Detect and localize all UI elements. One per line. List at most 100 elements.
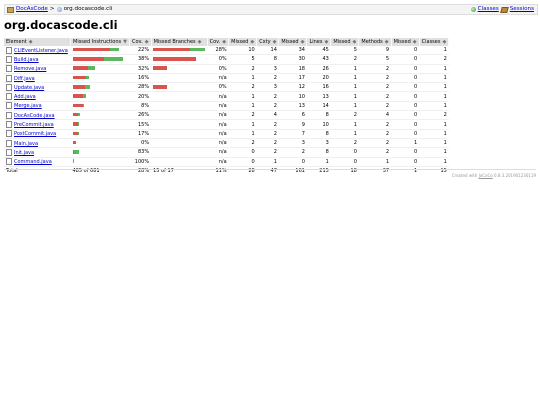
branches-coverage: n/a	[207, 101, 229, 112]
lines: 16	[306, 82, 331, 93]
covered-instructions-bar	[84, 85, 90, 89]
branches-coverage: n/a	[207, 138, 229, 149]
classes: 1	[419, 119, 449, 130]
missed-cxty: 0	[228, 147, 257, 158]
coverage-table: Element ◆ Missed Instructions ▼ Cov. ◆ Miss…	[4, 38, 450, 176]
missed-methods: 0	[330, 157, 359, 167]
sessions-link[interactable]: Sessions	[509, 6, 534, 12]
cxty: 2	[256, 147, 279, 158]
sort-icon: ◆	[352, 39, 357, 45]
header-lines[interactable]: Lines ◆	[306, 38, 332, 46]
missed-instructions-bar	[72, 85, 85, 89]
header-cov-branches[interactable]: Cov. ◆	[207, 38, 230, 46]
source-file-link[interactable]: DocAsCode.java	[14, 112, 55, 119]
table-row: Merge.java 8% n/a 1 2 13 14 1 2 0 1	[4, 101, 449, 112]
branches-bar-cell	[151, 129, 208, 139]
missed-methods: 1	[330, 82, 359, 93]
branches-bar-cell	[151, 54, 208, 65]
missed-cxty: 10	[228, 46, 257, 56]
classes: 1	[419, 147, 449, 158]
missed-methods: 0	[330, 147, 359, 158]
table-row: Main.java 0% n/a 2 2 3 3 2 2 1 1	[4, 138, 449, 149]
instructions-coverage: 100%	[129, 157, 152, 167]
source-file-icon	[6, 65, 12, 73]
table-row: CLIEventListener.java 22% 28% 10 14 34 45 5 9 0 1	[4, 46, 449, 56]
branches-bar-cell	[151, 91, 208, 102]
header-cxty[interactable]: Cxty ◆	[256, 38, 280, 46]
missed-cxty: 5	[228, 54, 257, 65]
total-cxty: 47	[256, 165, 279, 176]
covered-instructions-bar	[72, 159, 74, 163]
classes: 1	[419, 64, 449, 74]
covered-instructions-bar	[73, 150, 79, 154]
branches-coverage: n/a	[207, 147, 229, 158]
header-element[interactable]: Element ◆	[4, 38, 71, 46]
instructions-coverage: 0%	[129, 138, 152, 149]
header-methods[interactable]: Methods ◆	[358, 38, 392, 46]
jacoco-link[interactable]: JaCoCo	[478, 173, 493, 178]
header-missed-branches[interactable]: Missed Branches ◆	[151, 38, 208, 46]
instructions-coverage: 17%	[129, 129, 152, 139]
source-file-link[interactable]: Diff.java	[14, 75, 35, 82]
source-file-link[interactable]: Build.java	[14, 56, 39, 63]
missed-lines: 3	[278, 138, 307, 149]
missed-classes: 0	[391, 54, 420, 65]
breadcrumb-root-link[interactable]: DocAsCode	[16, 6, 48, 12]
source-file-link[interactable]: Merge.java	[14, 103, 42, 110]
header-missed-methods[interactable]: Missed ◆	[330, 38, 360, 46]
sort-icon: ◆	[324, 39, 329, 45]
breadcrumb-separator: >	[49, 6, 55, 12]
header-missed-classes[interactable]: Missed ◆	[391, 38, 420, 46]
source-file-link[interactable]: Add.java	[14, 94, 36, 101]
element-cell: Init.java	[4, 147, 71, 158]
source-file-link[interactable]: Command.java	[14, 159, 52, 166]
missed-instructions-bar	[72, 103, 83, 108]
classes: 1	[419, 101, 449, 112]
source-file-icon	[6, 74, 12, 82]
instructions-bar-cell	[70, 46, 130, 56]
element-cell: CLIEventListener.java	[4, 46, 71, 56]
instructions-bar-cell	[70, 101, 130, 112]
source-file-link[interactable]: Init.java	[14, 149, 35, 156]
total-label: Total	[4, 165, 71, 176]
header-classes[interactable]: Classes ◆	[419, 38, 450, 46]
sort-icon: ◆	[222, 39, 227, 45]
source-file-link[interactable]: CLIEventListener.java	[14, 47, 68, 54]
instructions-coverage: 26%	[129, 110, 152, 121]
source-file-link[interactable]: Remove.java	[14, 66, 47, 73]
branches-bar-cell	[151, 157, 208, 167]
missed-lines: 7	[278, 129, 307, 139]
branches-bar-cell	[151, 138, 208, 149]
total-missed-lines: 161	[278, 165, 307, 176]
missed-lines: 6	[278, 110, 307, 121]
branches-coverage: 0%	[207, 54, 229, 65]
branches-coverage: n/a	[207, 91, 229, 102]
source-file-link[interactable]: PostCommit.java	[14, 131, 57, 138]
source-file-link[interactable]: Update.java	[14, 84, 45, 91]
covered-instructions-bar	[82, 94, 86, 98]
missed-classes: 0	[391, 101, 420, 112]
classes-link[interactable]: Classes	[477, 6, 499, 12]
header-missed-cxty[interactable]: Missed ◆	[228, 38, 258, 46]
cxty: 2	[256, 101, 279, 112]
lines: 8	[306, 129, 331, 139]
missed-cxty: 2	[228, 64, 257, 74]
total-instructions: 485 of 681	[70, 165, 130, 176]
total-row: Total 485 of 681 28% 15 of 17 11% 28 47 …	[4, 165, 449, 176]
header-missed-instructions[interactable]: Missed Instructions ▼	[70, 38, 130, 46]
lines: 20	[306, 73, 331, 84]
missed-methods: 5	[330, 46, 359, 56]
header-cov-instructions[interactable]: Cov. ◆	[129, 38, 152, 46]
branches-bar-cell	[151, 64, 208, 74]
methods: 2	[358, 73, 392, 84]
source-file-icon	[6, 111, 12, 119]
source-file-link[interactable]: Main.java	[14, 140, 39, 147]
instructions-coverage: 16%	[129, 73, 152, 84]
table-row: Diff.java 16% n/a 1 2 17 20 1 2 0 1	[4, 73, 449, 84]
lines: 1	[306, 157, 331, 167]
source-file-link[interactable]: PreCommit.java	[14, 122, 54, 129]
table-row: Command.java 100% n/a 0 1 0 1 0 1 0 1	[4, 157, 449, 167]
breadcrumb: DocAsCode > org.docascode.cli Classes Se…	[4, 4, 538, 15]
header-missed-lines[interactable]: Missed ◆	[278, 38, 308, 46]
cxty: 8	[256, 54, 279, 65]
